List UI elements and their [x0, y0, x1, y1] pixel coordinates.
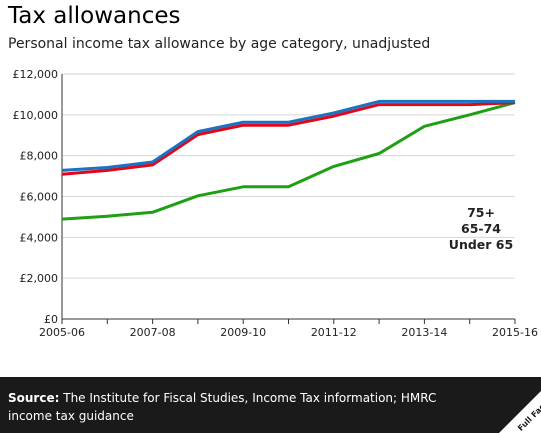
y-tick-label: £10,000	[13, 109, 59, 122]
source-footer: Source: The Institute for Fiscal Studies…	[0, 377, 541, 433]
x-tick-label: 2013-14	[401, 326, 447, 339]
x-tick-label: 2011-12	[311, 326, 357, 339]
legend-entry: 75+	[467, 205, 495, 220]
series-line	[61, 101, 516, 221]
y-tick-label: £4,000	[20, 231, 59, 244]
axes	[61, 74, 515, 320]
x-tick-label: 2007-08	[130, 326, 176, 339]
source-body: The Institute for Fiscal Studies, Income…	[8, 391, 437, 423]
legend-entry: 65-74	[461, 221, 501, 236]
full-fact-logo: Full Fact	[499, 391, 541, 433]
source-text: Source: The Institute for Fiscal Studies…	[8, 389, 478, 425]
chart-subtitle: Personal income tax allowance by age cat…	[8, 36, 431, 52]
y-tick-label: £6,000	[20, 191, 59, 204]
chart-title: Tax allowances	[8, 3, 181, 29]
y-tick-label: £12,000	[13, 68, 59, 81]
series-line	[61, 101, 516, 176]
source-label: Source:	[8, 391, 60, 405]
x-axis-ticks: 2005-06 2007-08 2009-10 2011-12 2013-14 2015-…	[39, 319, 538, 339]
x-tick-label: 2015-16	[492, 326, 538, 339]
series-line	[61, 99, 515, 172]
y-tick-label: £2,000	[20, 272, 59, 285]
y-tick-label: £8,000	[20, 150, 59, 163]
y-axis-ticks: £0 £2,000 £4,000 £6,000 £8,000 £10,000 £12,000	[13, 68, 59, 326]
y-tick-label: £0	[44, 313, 58, 326]
series-lines	[61, 99, 516, 221]
gridlines	[62, 73, 515, 279]
line-chart: £0 £2,000 £4,000 £6,000 £8,000 £10,000 £12,000…	[13, 68, 538, 339]
x-tick-label: 2009-10	[220, 326, 266, 339]
x-tick-label: 2005-06	[39, 326, 85, 339]
legend-entry: Under 65	[449, 237, 513, 252]
